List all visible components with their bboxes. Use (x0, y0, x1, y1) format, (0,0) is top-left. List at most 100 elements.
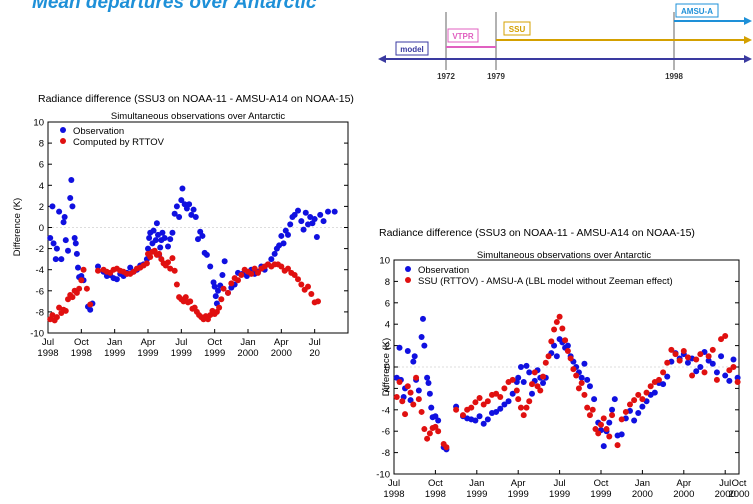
x-tick-label-year: 1998 (383, 489, 404, 500)
chart2-ylabel: Difference (K) (381, 338, 392, 396)
y-tick-label: 4 (39, 181, 44, 192)
data-point (407, 397, 414, 404)
x-tick-label-month: Oct (732, 478, 747, 489)
data-point (718, 353, 725, 360)
data-point (199, 232, 206, 239)
data-point (722, 372, 729, 379)
x-tick-label-month: Apr (511, 478, 526, 489)
data-point (578, 380, 585, 387)
data-point (219, 271, 226, 278)
data-point (589, 406, 596, 413)
chart1-ylabel: Difference (K) (12, 198, 23, 256)
data-point (684, 359, 691, 366)
data-point (169, 229, 176, 236)
y-tick-label: -4 (382, 405, 390, 416)
y-tick-label: 10 (33, 118, 44, 129)
data-point (291, 271, 298, 278)
data-point (570, 366, 577, 373)
data-point (418, 334, 425, 341)
data-point (643, 389, 650, 396)
data-point (78, 277, 85, 284)
data-point (75, 264, 81, 271)
data-point (680, 347, 687, 354)
data-point (578, 374, 585, 381)
x-tick-label-year: 2000 (728, 489, 749, 500)
data-point (156, 250, 163, 257)
data-point (618, 416, 625, 423)
data-point (410, 358, 417, 365)
data-point (399, 398, 406, 405)
data-point (271, 250, 278, 257)
x-tick-label-month: Apr (141, 337, 156, 348)
data-point (49, 203, 56, 210)
data-point (611, 396, 618, 403)
data-point (435, 428, 442, 435)
data-point (460, 412, 466, 419)
data-point (424, 435, 431, 442)
data-point (537, 387, 544, 394)
data-point (76, 285, 83, 292)
y-tick-label: -10 (376, 470, 390, 481)
data-point (410, 401, 417, 408)
data-point (631, 417, 638, 424)
data-point (484, 416, 491, 423)
data-point (705, 357, 712, 364)
data-point (228, 280, 235, 287)
data-point (497, 393, 504, 400)
data-point (553, 319, 560, 326)
data-point (152, 237, 159, 244)
chart1-legend-computed-marker (60, 138, 66, 144)
x-tick-label-month: Jan (240, 337, 255, 348)
data-point (291, 211, 298, 218)
x-tick-label-year: 1999 (466, 489, 487, 500)
x-tick-label-year: 1999 (590, 489, 611, 500)
data-point (331, 208, 338, 215)
chart2-legend-observation-marker (405, 266, 411, 272)
y-tick-label: -10 (30, 329, 44, 340)
data-point (697, 364, 704, 370)
data-point (188, 211, 195, 218)
data-point (480, 420, 487, 427)
data-point (734, 374, 741, 381)
data-point (145, 245, 151, 252)
data-point (639, 396, 646, 403)
y-tick-label: 4 (385, 320, 390, 331)
data-point (529, 381, 535, 388)
data-point (173, 281, 180, 288)
chart2-series-observation (393, 315, 741, 453)
data-point (509, 390, 516, 397)
ssu-label: SSU (509, 25, 526, 34)
data-point (476, 413, 483, 420)
x-tick-label-year: 1999 (171, 348, 192, 359)
data-point (418, 408, 425, 415)
x-tick-label-month: Jul (554, 478, 566, 489)
data-point (526, 369, 533, 376)
data-point (50, 240, 57, 247)
x-tick-label-year: 1998 (37, 348, 58, 359)
y-tick-label: 8 (385, 277, 390, 288)
data-point (302, 209, 309, 216)
data-point (595, 430, 602, 437)
data-point (603, 426, 610, 433)
data-point (155, 231, 161, 238)
chart2-subtitle: Simultaneous observations over Antarctic (477, 250, 652, 261)
data-point (285, 231, 291, 238)
data-point (317, 211, 324, 218)
data-point (639, 403, 646, 410)
y-tick-label: -4 (36, 265, 44, 276)
data-point (693, 368, 700, 375)
data-point (709, 360, 716, 367)
data-point (83, 285, 90, 292)
x-tick-label-month: Jan (635, 478, 650, 489)
data-point (584, 376, 591, 383)
data-point (540, 373, 547, 380)
chart-lbl-comparison: Radiance difference (SSU3 on NOAA-11 - A… (355, 220, 753, 504)
x-tick-label-month: Oct (74, 337, 89, 348)
data-point (592, 426, 599, 433)
data-point (660, 369, 667, 376)
data-point (540, 380, 547, 387)
year-1972-label: 1972 (437, 72, 455, 81)
data-point (468, 404, 475, 411)
data-point (235, 277, 241, 284)
data-point (622, 408, 629, 415)
